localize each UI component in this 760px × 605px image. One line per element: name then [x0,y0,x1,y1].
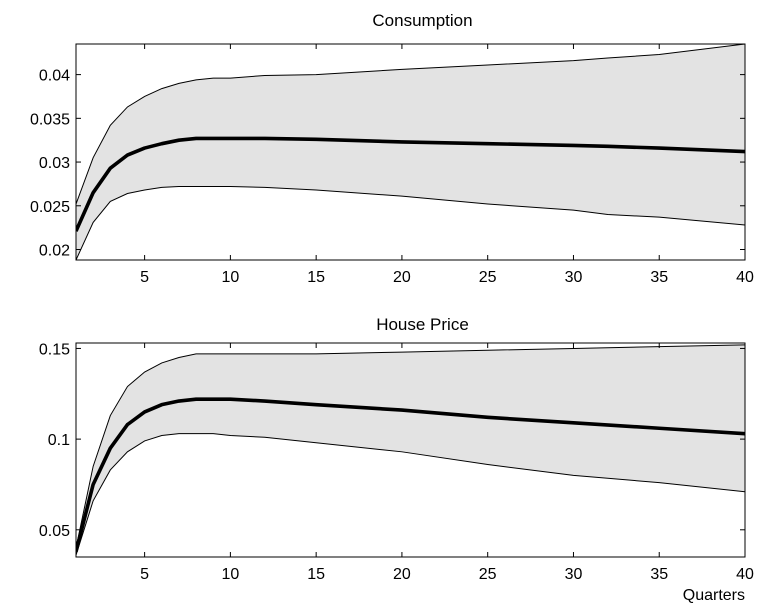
y-tick-label: 0.035 [30,111,70,128]
x-tick-label: 30 [565,269,583,286]
consumption-panel: Consumption 5 10 15 20 25 30 35 40 0.02 0.025 0.03 0… [30,11,754,286]
y-tick-label: 0.02 [39,243,70,260]
median-line [76,136,745,232]
x-tick-label: 25 [479,566,497,583]
x-tick-label: 15 [307,566,325,583]
y-tick-label: 0.025 [30,199,70,216]
x-tick-label: 10 [221,566,239,583]
y-tick-label: 0.1 [48,432,70,449]
x-tick-label: 35 [650,566,668,583]
x-axis-label: Quarters [683,587,745,604]
y-tick-label: 0.15 [39,341,70,358]
y-tick-label: 0.04 [39,68,70,85]
house-price-panel: House Price 5 10 15 20 25 30 35 40 0.05 0.1 0.15 Qua… [39,315,754,604]
y-tick-label: 0.05 [39,523,70,540]
x-tick-label: 20 [393,269,411,286]
upper-bound-line [76,344,745,549]
confidence-band [76,344,745,556]
x-tick-label: 30 [565,566,583,583]
upper-bound-line [76,44,745,205]
x-tick-label: 20 [393,566,411,583]
x-tick-label: 35 [650,269,668,286]
x-tick-label: 40 [736,566,754,583]
plot-area [76,344,745,556]
x-tick-label: 5 [140,566,149,583]
axes-frame [75,342,746,558]
axes-frame [75,43,746,261]
confidence-band [76,44,745,260]
lower-bound-line [76,433,745,556]
x-tick-label: 5 [140,269,149,286]
lower-bound-line [76,186,745,260]
x-tick-label: 40 [736,269,754,286]
y-tick-label: 0.03 [39,155,70,172]
chart-title: House Price [376,315,469,334]
plot-area [76,44,745,260]
x-tick-label: 15 [307,269,325,286]
median-line [76,397,745,553]
x-tick-label: 25 [479,269,497,286]
x-tick-label: 10 [221,269,239,286]
chart-title: Consumption [372,11,472,30]
